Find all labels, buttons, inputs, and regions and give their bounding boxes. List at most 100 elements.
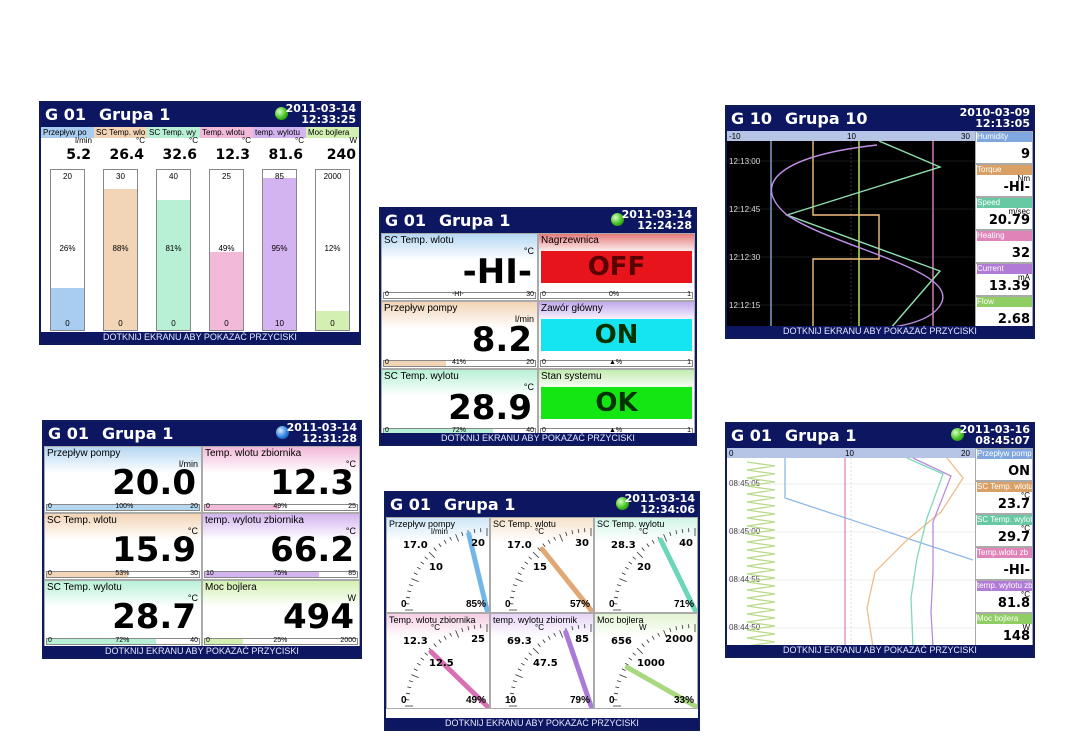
- gauge-tick: [420, 561, 425, 565]
- progress-fill: [205, 572, 319, 577]
- tile-label: SC Temp. wylotu: [384, 371, 459, 382]
- side-value-tile[interactable]: temp. wylotu zb °C 81.8: [975, 580, 1033, 613]
- channel-value: 32.6: [162, 147, 197, 163]
- gauge-needle: [658, 537, 697, 612]
- gauge-min: 0: [401, 695, 407, 706]
- progress-fill: [205, 505, 280, 510]
- progress-mid: 25%: [273, 637, 288, 644]
- gauge-min: 0: [609, 695, 615, 706]
- gauge-tick: [553, 632, 556, 637]
- state-tile[interactable]: Stan systemu OK 0 ▲% 1: [538, 369, 695, 437]
- tile-value: 28.7: [112, 597, 196, 637]
- side-value-tile[interactable]: Torque Nm -HI-: [975, 164, 1033, 197]
- side-value-tile[interactable]: Heating 32: [975, 230, 1033, 263]
- footer-hint[interactable]: DOTKNIJ EKRANU ABY POKAZAĆ PRZYCISKI: [41, 332, 359, 343]
- side-label: Moc bojlera: [977, 614, 1032, 624]
- progress-max: 85: [348, 570, 356, 577]
- value-tile[interactable]: SC Temp. wylotu °C 28.9 0 72% 40: [381, 369, 538, 437]
- gauge-tick: [405, 692, 411, 695]
- progress-mid: 100%: [115, 503, 134, 510]
- side-value-tile[interactable]: Temp.wlotu zb -HI-: [975, 547, 1033, 580]
- gauge[interactable]: Temp. wlotu zbiornika °C 12.3 12.5 25 0 49%: [386, 613, 490, 709]
- bar-channel[interactable]: Moc bojlera W 240 2000 12% 0: [306, 127, 359, 343]
- gauge-tick: [547, 635, 551, 640]
- bar-min: 0: [330, 319, 335, 328]
- side-value-tile[interactable]: Humidity 9: [975, 131, 1033, 164]
- gauge[interactable]: Przepływ pompy l/min 17.0 10 20 0 85%: [386, 517, 490, 613]
- gauge-tick: [509, 596, 515, 599]
- datetime: 2011-03-14 12:33:25: [285, 102, 356, 126]
- tile-unit: l/min: [514, 314, 534, 324]
- bar-fill: [157, 200, 190, 330]
- footer-hint[interactable]: DOTKNIJ EKRANU ABY POKAZAĆ PRZYCISKI: [381, 433, 695, 444]
- screen-value-tiles[interactable]: G 01 Grupa 1 2011-03-14 12:31:28 Przepływ…: [42, 420, 362, 659]
- side-value-tile[interactable]: SC Temp. wylotu °C 29.7: [975, 514, 1033, 547]
- gauge-label: temp. wylotu zbiornik: [493, 615, 578, 625]
- tile-progress: 0 100% 20: [46, 503, 200, 511]
- gauge-tick: [641, 547, 645, 551]
- footer-hint[interactable]: DOTKNIJ EKRANU ABY POKAZAĆ PRZYCISKI: [386, 718, 698, 729]
- bar-graph: 20 26% 0: [50, 169, 85, 331]
- state-tile[interactable]: Nagrzewnica OFF 0 0% 1: [538, 233, 695, 301]
- bar-channel[interactable]: Przepływ po l/min 5.2 20 26% 0: [41, 127, 95, 343]
- bar-channel[interactable]: SC Temp. wlo °C 26.4 30 88% 0: [94, 127, 148, 343]
- gauge-tick: [571, 530, 574, 535]
- side-value-tile[interactable]: Current mA 13.39: [975, 263, 1033, 296]
- footer-hint[interactable]: DOTKNIJ EKRANU ABY POKAZAĆ PRZYCISKI: [727, 645, 1033, 656]
- gauge-tick: [537, 643, 541, 647]
- gauge[interactable]: temp. wylotu zbiornik °C 69.3 47.5 85 10 79%: [490, 613, 594, 709]
- gauge-tick: [559, 630, 564, 638]
- gauge-max: 85: [575, 634, 589, 645]
- status-globe-icon: [276, 426, 289, 439]
- value-tile[interactable]: Temp. wlotu zbiornika °C 12.3 0 49% 25: [202, 446, 360, 513]
- side-unit: °C: [1021, 590, 1030, 599]
- value-tile[interactable]: SC Temp. wylotu °C 28.7 0 72% 40: [44, 580, 202, 647]
- side-value-tile[interactable]: Speed m/sec 20.79: [975, 197, 1033, 230]
- screen-gauges[interactable]: G 01 Grupa 1 2011-03-14 12:34:06 Przepływ…: [384, 491, 700, 731]
- bar-channel[interactable]: temp. wylotu °C 81.6 85 95% 10: [253, 127, 307, 343]
- channel-unit: °C: [295, 136, 304, 145]
- group-id: G 01: [48, 424, 89, 443]
- footer-hint[interactable]: DOTKNIJ EKRANU ABY POKAZAĆ PRZYCISKI: [44, 646, 360, 657]
- gauge[interactable]: SC Temp. wlotu °C 17.0 15 30 0 57%: [490, 517, 594, 613]
- tile-progress: 0 -HI- 30: [383, 291, 536, 299]
- progress-mid: 75%: [273, 570, 288, 577]
- gauge-tick: [621, 572, 626, 575]
- side-value-tile[interactable]: Flow 2.68: [975, 296, 1033, 329]
- gauge-tick: [651, 635, 655, 640]
- channel-value: 26.4: [109, 147, 144, 163]
- value-tile[interactable]: SC Temp. wlotu °C -HI- 0 -HI- 30: [381, 233, 538, 301]
- gauge-tick: [520, 662, 525, 666]
- side-value-tile[interactable]: Moc bojlera W 148: [975, 613, 1033, 646]
- value-tile[interactable]: temp. wylotu zbiornika °C 66.2 10 75% 85: [202, 513, 360, 580]
- value-tile[interactable]: SC Temp. wlotu °C 15.9 0 53% 30: [44, 513, 202, 580]
- value-tile[interactable]: Moc bojlera W 494 0 25% 2000: [202, 580, 360, 647]
- tile-label: Przepływ pompy: [47, 448, 121, 459]
- state-tile[interactable]: Zawór główny ON 0 ▲% 1: [538, 301, 695, 369]
- side-value-tile[interactable]: SC Temp. wlotu °C 23.7: [975, 481, 1033, 514]
- value-tile[interactable]: Przepływ pompy l/min 8.2 0 41% 20: [381, 301, 538, 369]
- side-value: 9: [1020, 147, 1030, 162]
- screen-bar-graphs[interactable]: G 01 Grupa 1 2011-03-14 12:33:25 Przepływ…: [39, 101, 361, 345]
- side-value-tile[interactable]: Przepływ pomp ON: [975, 448, 1033, 481]
- bar-channel[interactable]: SC Temp. wy °C 32.6 40 81% 0: [147, 127, 201, 343]
- progress-fill: [384, 429, 493, 434]
- gauge[interactable]: Moc bojlera W 656 1000 2000 0 33%: [594, 613, 698, 709]
- gauge-tick: [438, 639, 442, 644]
- status-globe-icon: [275, 107, 288, 120]
- trace-przeplyw: [784, 458, 974, 561]
- tile-unit: °C: [523, 246, 534, 256]
- group-name: Grupa 1: [444, 495, 516, 514]
- value-tile[interactable]: Przepływ pompy l/min 20.0 0 100% 20: [44, 446, 202, 513]
- bar-fill: [316, 310, 349, 330]
- gauge-tick: [542, 543, 546, 548]
- gauge[interactable]: SC Temp. wylotu °C 28.3 20 40 0 71%: [594, 517, 698, 613]
- bar-fill: [263, 178, 296, 330]
- screen-trend-g10[interactable]: G 10 Grupa 10 2010-03-09 12:13:05 -10 10 …: [725, 105, 1035, 339]
- gauge-current: 12.3: [403, 636, 428, 647]
- gauge-tick: [473, 528, 476, 534]
- screen-trend-g01[interactable]: G 01 Grupa 1 2011-03-16 08:45:07 0 10 20 …: [725, 422, 1035, 658]
- footer-hint[interactable]: DOTKNIJ EKRANU ABY POKAZAĆ PRZYCISKI: [727, 326, 1033, 337]
- bar-channel[interactable]: Temp. wlotu °C 12.3 25 49% 0: [200, 127, 254, 343]
- screen-tiles-states[interactable]: G 01 Grupa 1 2011-03-14 12:24:28 SC Temp.…: [379, 207, 697, 446]
